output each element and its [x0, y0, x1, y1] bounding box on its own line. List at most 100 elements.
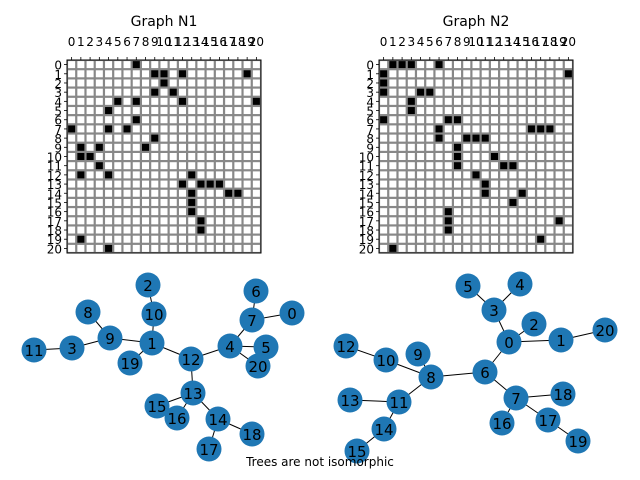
tree-node: 16 — [489, 410, 515, 436]
matrix-cell — [160, 180, 168, 188]
tree-node-label: 1 — [147, 335, 157, 353]
matrix-cell — [95, 208, 103, 216]
y-tick-label: 8 — [366, 132, 374, 146]
matrix-cell — [500, 134, 508, 142]
matrix-cell — [500, 61, 508, 69]
matrix-cell — [68, 244, 76, 252]
matrix-cell — [114, 134, 122, 142]
matrix-cell — [243, 189, 251, 197]
matrix-cell — [500, 217, 508, 225]
matrix-cell — [380, 162, 388, 170]
tree-node: 7 — [239, 307, 265, 333]
matrix-cell — [68, 88, 76, 96]
matrix-cell — [564, 143, 572, 151]
matrix-cell — [86, 61, 94, 69]
matrix-cell — [188, 244, 196, 252]
tree-node-circle — [178, 346, 204, 372]
tree-node-circle — [180, 380, 206, 406]
matrix-cell — [188, 235, 196, 243]
tree-node-label: 4 — [515, 276, 525, 294]
x-tick-label: 1 — [389, 35, 397, 49]
matrix-cell — [463, 235, 471, 243]
matrix-cell — [472, 244, 480, 252]
matrix-cell — [243, 107, 251, 115]
matrix-cell-filled — [555, 217, 563, 225]
matrix-cell — [537, 88, 545, 96]
tree-node-label: 16 — [167, 410, 186, 428]
matrix-cell — [546, 244, 554, 252]
matrix-cell — [215, 88, 223, 96]
matrix-cell — [178, 208, 186, 216]
matrix-cell — [188, 180, 196, 188]
matrix-cell — [463, 244, 471, 252]
matrix-cell — [426, 143, 434, 151]
tree-node-label: 9 — [105, 330, 115, 348]
matrix-cell — [564, 125, 572, 133]
matrix-cell — [435, 235, 443, 243]
matrix-cell — [537, 180, 545, 188]
matrix-cell — [509, 189, 517, 197]
matrix-cell — [188, 134, 196, 142]
matrix-cell — [77, 217, 85, 225]
y-tick-label: 6 — [366, 114, 374, 128]
matrix-cell — [114, 171, 122, 179]
y-tick-label: 2 — [366, 77, 374, 91]
matrix-cell — [380, 198, 388, 206]
matrix-cell — [380, 107, 388, 115]
matrix-cell — [225, 116, 233, 124]
matrix-cell — [243, 134, 251, 142]
matrix-cell — [518, 198, 526, 206]
matrix-cell — [546, 162, 554, 170]
tree-node: 5 — [253, 334, 279, 360]
matrix-cell — [444, 180, 452, 188]
matrix-cell — [225, 217, 233, 225]
matrix-cell — [86, 171, 94, 179]
matrix-cell — [426, 189, 434, 197]
y-tick-label: 17 — [359, 215, 374, 229]
tree-node: 8 — [418, 364, 444, 390]
y-tick-label: 4 — [54, 95, 62, 109]
tree-node-circle — [239, 421, 265, 447]
matrix-cell — [105, 134, 113, 142]
matrix-cell — [481, 107, 489, 115]
tree-node-circle — [243, 278, 269, 304]
matrix-cell-filled — [197, 180, 205, 188]
matrix-cell — [95, 79, 103, 87]
tree-node-label: 4 — [225, 338, 235, 356]
matrix-cell — [463, 97, 471, 105]
x-tick-label: 6 — [435, 35, 443, 49]
matrix-cell — [518, 97, 526, 105]
matrix-cell — [527, 153, 535, 160]
matrix-cell-filled — [546, 125, 554, 133]
tree-node: 4 — [217, 333, 243, 359]
matrix-cell — [114, 79, 122, 87]
tree-node-label: 1 — [556, 332, 566, 350]
matrix-cell — [518, 116, 526, 124]
matrix-cell — [518, 125, 526, 133]
matrix-cell — [188, 70, 196, 78]
matrix-cell — [234, 226, 242, 234]
matrix-cell — [68, 208, 76, 216]
matrix-cell — [564, 162, 572, 170]
matrix-cell — [197, 208, 205, 216]
matrix-cell — [114, 226, 122, 234]
matrix-cell — [463, 70, 471, 78]
matrix-cell — [518, 70, 526, 78]
y-tick-label: 5 — [366, 105, 374, 119]
matrix-cell-filled — [105, 107, 113, 115]
x-tick-label: 0 — [380, 35, 388, 49]
matrix-cell — [188, 217, 196, 225]
y-tick-label: 11 — [359, 160, 374, 174]
matrix-cell — [435, 198, 443, 206]
matrix-cell-filled — [169, 88, 177, 96]
matrix-cell — [105, 217, 113, 225]
matrix-cell — [509, 88, 517, 96]
matrix-cell — [234, 208, 242, 216]
tree-node-label: 9 — [413, 346, 423, 364]
matrix-cell — [472, 97, 480, 105]
matrix-cell — [518, 180, 526, 188]
matrix-cell — [197, 171, 205, 179]
matrix-cell — [68, 79, 76, 87]
matrix-cell-filled — [444, 226, 452, 234]
